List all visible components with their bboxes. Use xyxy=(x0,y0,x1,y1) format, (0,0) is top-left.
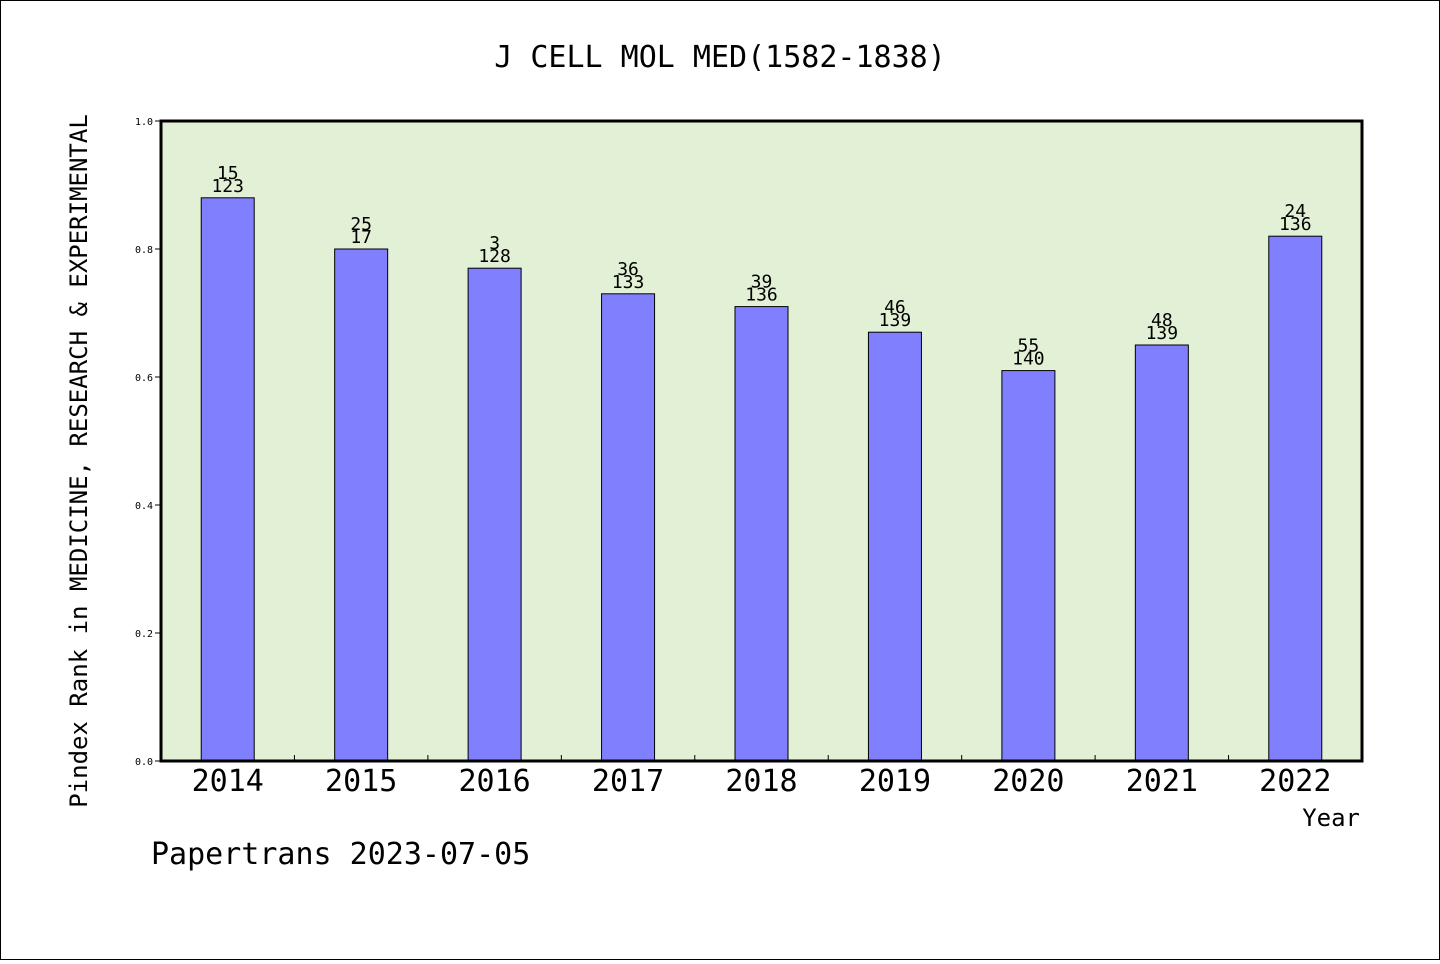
bar-label-top: 46 xyxy=(884,297,906,318)
bar-label-bottom: 128 xyxy=(478,246,511,267)
bar-label-bottom: 140 xyxy=(1012,349,1045,370)
footer-credit: Papertrans 2023-07-05 xyxy=(151,837,530,872)
bar-label-top: 3 xyxy=(489,233,500,254)
plot-border xyxy=(159,119,1364,763)
bar-label-bottom: 139 xyxy=(1146,323,1179,344)
x-tick-label: 2021 xyxy=(1126,764,1198,799)
x-tick-label: 2020 xyxy=(992,764,1064,799)
bar-2022 xyxy=(1268,235,1323,762)
y-tick-label: 0.4 xyxy=(135,501,153,512)
bar-2019 xyxy=(867,331,922,762)
chart-title: J CELL MOL MED(1582-1838) xyxy=(494,40,946,75)
bar-label-top: 36 xyxy=(617,259,639,280)
y-tick-label: 1.0 xyxy=(135,117,153,128)
bar-label-bottom: 136 xyxy=(745,285,778,306)
bar-2018 xyxy=(734,306,789,762)
x-axis-ticks: 2014 2015 2016 2017 2018 2019 2020 2021 2022 xyxy=(192,755,1331,799)
y-tick-label: 0.6 xyxy=(135,373,153,384)
bar-label-bottom: 136 xyxy=(1279,214,1312,235)
y-axis-ticks: 0.0 0.2 0.4 0.6 0.8 1.0 xyxy=(135,117,161,768)
bar-label-top: 55 xyxy=(1018,336,1040,357)
x-tick-label: 2017 xyxy=(592,764,664,799)
bar-label-top: 39 xyxy=(751,272,773,293)
bar-2017 xyxy=(601,293,656,762)
bar-label-bottom: 133 xyxy=(612,272,645,293)
x-tick-label: 2019 xyxy=(859,764,931,799)
bar-label-bottom: 123 xyxy=(211,176,244,197)
bar-2021 xyxy=(1134,344,1189,762)
x-axis-label: Year xyxy=(1302,804,1360,832)
bar-label-top: 24 xyxy=(1284,201,1306,222)
bar-2015 xyxy=(334,248,389,762)
x-tick-label: 2022 xyxy=(1259,764,1331,799)
y-tick-label: 0.8 xyxy=(135,245,153,256)
bar-label-top: 48 xyxy=(1151,310,1173,331)
bar-2014 xyxy=(200,197,255,762)
y-axis-label: Pindex Rank in MEDICINE, RESEARCH & EXPE… xyxy=(65,114,93,808)
bars xyxy=(200,197,1323,762)
bar-label-top: 15 xyxy=(217,163,239,184)
bar-label-top: 25 xyxy=(350,214,372,235)
x-tick-label: 2018 xyxy=(725,764,797,799)
bar-2020 xyxy=(1001,370,1056,762)
y-tick-label: 0.0 xyxy=(135,757,153,768)
x-tick-label: 2016 xyxy=(458,764,530,799)
bar-label-bottom: 139 xyxy=(879,310,912,331)
x-tick-label: 2015 xyxy=(325,764,397,799)
bar-label-bottom: 17 xyxy=(350,227,372,248)
bar-2016 xyxy=(467,267,522,762)
x-tick-label: 2014 xyxy=(192,764,264,799)
y-tick-label: 0.2 xyxy=(135,629,153,640)
